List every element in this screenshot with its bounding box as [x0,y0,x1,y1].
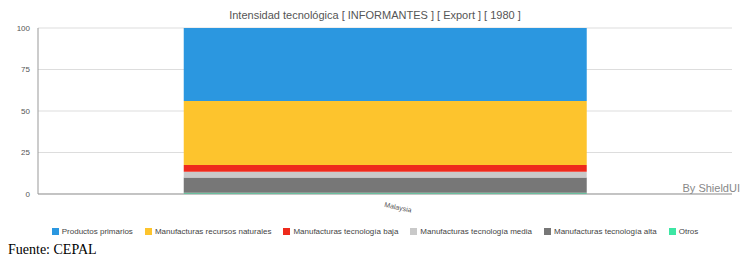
html-text:Manufacturas tecnología baja: Manufacturas tecnología baja [293,226,399,236]
svg-text:Malaysia: Malaysia [384,201,413,215]
html-text:Otros: Otros [678,226,699,236]
svg-text:0: 0 [26,190,31,199]
svg-text:75: 75 [21,65,30,74]
svg-text:50: 50 [21,107,30,116]
html-text:Manufacturas tecnología media: Manufacturas tecnología media [420,226,532,236]
html-text:By ShieldUI: By ShieldUI [682,182,740,194]
svg-text:25: 25 [21,148,30,157]
html-text:Fuente: CEPAL: Fuente: CEPAL [8,242,97,257]
html-text:Productos primarios: Productos primarios [61,226,133,236]
html-text:Manufacturas tecnología alta: Manufacturas tecnología alta [554,226,657,236]
html-text:Intensidad tecnológica [ INFOR: Intensidad tecnológica [ INFORMANTES ] [… [229,9,521,21]
html-text:Manufacturas recursos naturale: Manufacturas recursos naturales [154,226,272,236]
svg-text:100: 100 [17,24,31,33]
